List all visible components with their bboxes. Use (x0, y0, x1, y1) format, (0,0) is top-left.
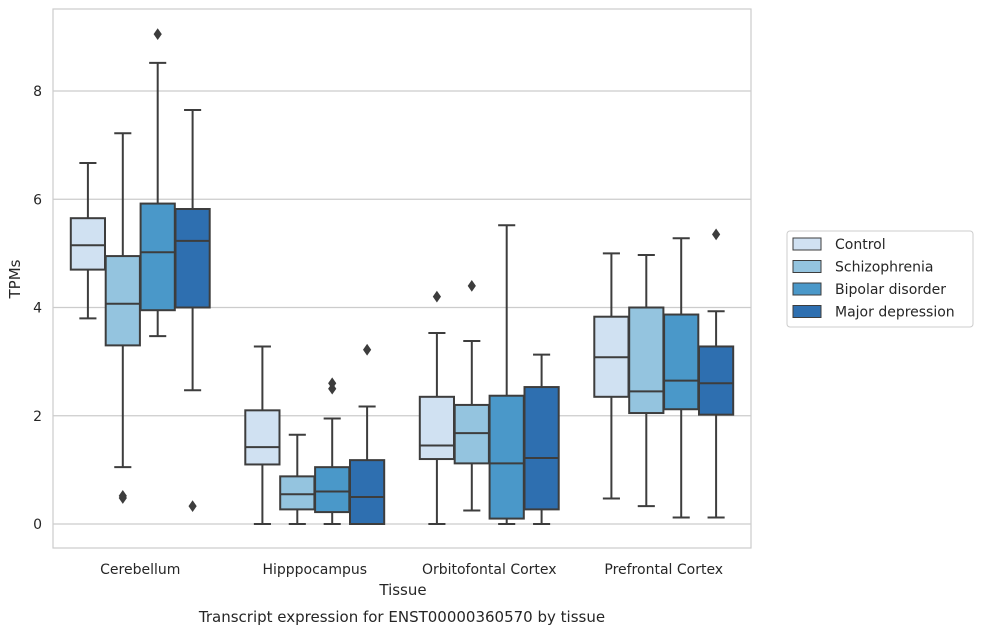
x-tick-labels: Cerebellum Hipppocampus Orbitofontal Corte… (100, 562, 723, 578)
y-tick-label: 6 (33, 192, 42, 208)
box-iqr (523, 386, 560, 511)
box-iqr (697, 345, 735, 416)
legend-swatch (792, 282, 822, 296)
boxes (69, 28, 735, 526)
outlier-point (118, 489, 127, 502)
plot-frame (52, 8, 752, 549)
legend-swatch (792, 305, 822, 318)
box-iqr (139, 202, 176, 312)
box-control (244, 345, 281, 525)
box-major-depression (174, 108, 211, 513)
legend-label: Bipolar disorder (835, 282, 946, 298)
chart-caption: Transcript expression for ENST0000036057… (198, 608, 605, 626)
legend: Control Schizophrenia Bipolar disorder Majo… (786, 230, 974, 328)
box-major-depression (697, 228, 735, 519)
box-iqr (418, 395, 456, 461)
box-iqr (453, 403, 490, 465)
outlier-point (467, 279, 476, 292)
x-tick-label: Cerebellum (100, 562, 180, 578)
box-bipolar-disorder (314, 377, 351, 525)
legend-swatch (792, 237, 822, 251)
y-tick-label: 8 (33, 84, 42, 100)
y-tick-label: 0 (33, 517, 42, 533)
y-axis-label: TPMs (6, 259, 24, 299)
box-control (418, 290, 456, 525)
box-iqr (279, 475, 316, 511)
box-major-depression (523, 353, 560, 525)
box-bipolar-disorder (139, 28, 176, 338)
box-iqr (314, 466, 351, 514)
outlier-point (328, 377, 337, 390)
box-iqr (174, 207, 211, 309)
legend-label: Control (835, 237, 886, 253)
box-bipolar-disorder (663, 237, 700, 519)
box-bipolar-disorder (488, 224, 525, 525)
box-iqr (348, 459, 386, 526)
outlier-point (188, 500, 197, 513)
legend-label: Schizophrenia (835, 260, 933, 276)
box-schizophrenia (279, 433, 316, 525)
box-iqr (104, 255, 141, 347)
x-tick-label: Orbitofontal Cortex (422, 562, 557, 578)
box-iqr (488, 394, 525, 520)
box-iqr (663, 313, 700, 411)
outlier-point (432, 290, 442, 303)
box-iqr (244, 409, 281, 466)
box-schizophrenia (104, 132, 141, 504)
outlier-point (153, 28, 162, 41)
box-iqr (69, 217, 107, 271)
y-tick-label: 2 (33, 409, 42, 425)
legend-frame (786, 230, 974, 328)
box-iqr (628, 306, 665, 415)
x-tick-label: Hipppocampus (262, 562, 367, 578)
outlier-point (711, 228, 721, 241)
box-schizophrenia (453, 279, 490, 512)
y-tick-labels: 0 2 4 6 8 (33, 84, 42, 533)
x-tick-label: Prefrontal Cortex (604, 562, 723, 578)
y-tick-label: 4 (33, 301, 42, 317)
x-axis-label: Tissue (378, 581, 426, 599)
legend-label: Major depression (835, 305, 955, 321)
legend-swatch (792, 260, 822, 273)
outlier-point (362, 343, 372, 356)
box-major-depression (348, 343, 386, 526)
box-control (593, 252, 630, 500)
box-schizophrenia (628, 253, 665, 508)
box-control (69, 161, 107, 320)
